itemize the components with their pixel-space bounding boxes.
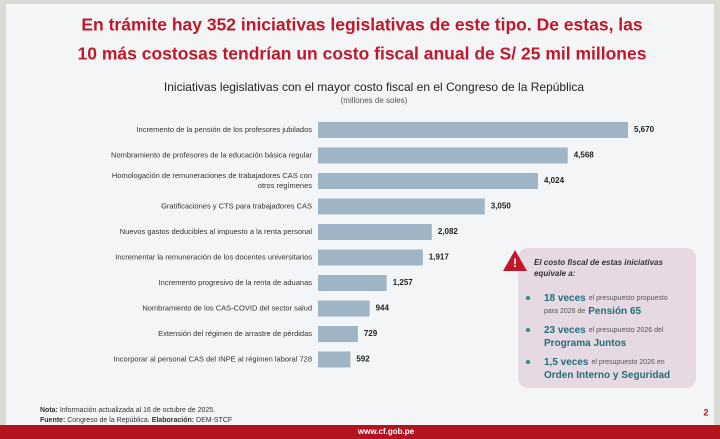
url: www.cf.gob.pe <box>357 427 415 436</box>
item-line: Orden Interno y Seguridad <box>544 370 670 381</box>
source-text: Congreso de la República. <box>67 417 150 424</box>
item-text: el presupuesto propuesto <box>589 295 668 302</box>
bar <box>318 326 358 342</box>
page-number: 2 <box>703 407 708 417</box>
item-line: 23 veces el presupuesto 2026 del <box>544 325 664 336</box>
category-label: Nombramiento de los CAS-COVID del sector… <box>142 303 312 312</box>
value-label: 2,082 <box>438 227 459 236</box>
bar <box>318 351 351 368</box>
heading-line: El costo fiscal de estas iniciativas <box>534 258 664 267</box>
category-label: Incorporar al personal CAS del INPE al r… <box>114 354 312 363</box>
bar <box>318 122 628 138</box>
callout-heading: El costo fiscal de estas iniciativas equi… <box>534 258 664 278</box>
item-text: para 2026 de <box>544 308 585 315</box>
bar <box>318 249 423 266</box>
bullet <box>526 328 530 332</box>
callout-box <box>518 248 696 388</box>
value-label: 1,917 <box>429 253 450 262</box>
source-label: Fuente: <box>40 417 65 424</box>
item-line: 1,5 veces el presupuesto 2026 en <box>544 357 665 368</box>
headline: 10 más costosas tendrían un costo fiscal… <box>78 44 647 64</box>
item-lead: 23 veces <box>544 325 586 336</box>
value-label: 5,670 <box>634 125 655 134</box>
chart-subtitle: (millones de soles) <box>341 96 408 105</box>
headline: En trámite hay 352 iniciativas legislati… <box>81 15 643 35</box>
callout: El costo fiscal de estas iniciativas equi… <box>526 258 670 381</box>
elab-text: DEM-STCF <box>196 417 232 424</box>
item-line: para 2026 de Pensión 65 <box>544 306 642 317</box>
elab-label: Elaboración: <box>152 417 194 424</box>
note-label: Nota: <box>40 407 58 414</box>
category-label: Nuevos gastos deducibles al impuesto a l… <box>120 227 313 236</box>
value-label: 944 <box>376 304 390 313</box>
item-line: Programa Juntos <box>544 338 627 349</box>
category-label: Extensión del régimen de arrastre de pér… <box>158 329 312 338</box>
item-text: el presupuesto 2026 del <box>589 327 664 334</box>
category-label: Nombramiento de profesores de la educaci… <box>111 150 312 159</box>
bar <box>318 173 539 189</box>
value-label: 3,050 <box>491 202 512 211</box>
item-lead: 1,5 veces <box>544 357 589 368</box>
note: Nota: Información actualizada al 16 de o… <box>40 407 215 414</box>
heading-line: equivale a: <box>534 269 576 278</box>
item-line: 18 veces el presupuesto propuesto <box>544 293 668 304</box>
category-label: Gratificaciones y CTS para trabajadores … <box>161 201 312 210</box>
value-label: 4,024 <box>544 176 565 185</box>
value-label: 4,568 <box>574 151 595 160</box>
item-text: el presupuesto 2026 en <box>592 359 665 366</box>
bar <box>318 275 387 291</box>
label-line: otros regímenes <box>258 181 312 190</box>
item-program: Programa Juntos <box>544 338 627 349</box>
bullet <box>526 360 530 364</box>
source: Fuente: Congreso de la República. Elabor… <box>40 417 232 424</box>
warning-icon <box>503 250 527 271</box>
bar <box>318 300 370 317</box>
value-label: 592 <box>356 355 370 364</box>
label-line: Homologación de remuneraciones de trabaj… <box>112 171 312 180</box>
bar <box>318 198 485 215</box>
footer-band <box>0 425 720 439</box>
category-label: Homologación de remuneraciones de trabaj… <box>112 171 312 190</box>
category-label: Incremento progresivo de la renta de adu… <box>159 278 313 287</box>
item-program: Pensión 65 <box>588 306 641 317</box>
bar <box>318 147 568 164</box>
warning-mark: ! <box>513 256 517 270</box>
value-label: 729 <box>364 329 378 338</box>
note-text: Información actualizada al 16 de octubre… <box>60 407 215 414</box>
category-label: Incremento de la pensión de los profesor… <box>136 125 312 134</box>
chart-title: Iniciativas legislativas con el mayor co… <box>164 80 585 94</box>
bullet <box>526 296 530 300</box>
item-program: Orden Interno y Seguridad <box>544 370 670 381</box>
value-label: 1,257 <box>393 278 414 287</box>
category-label: Incrementar la remuneración de los docen… <box>115 252 312 261</box>
item-lead: 18 veces <box>544 293 586 304</box>
bar <box>318 224 432 240</box>
